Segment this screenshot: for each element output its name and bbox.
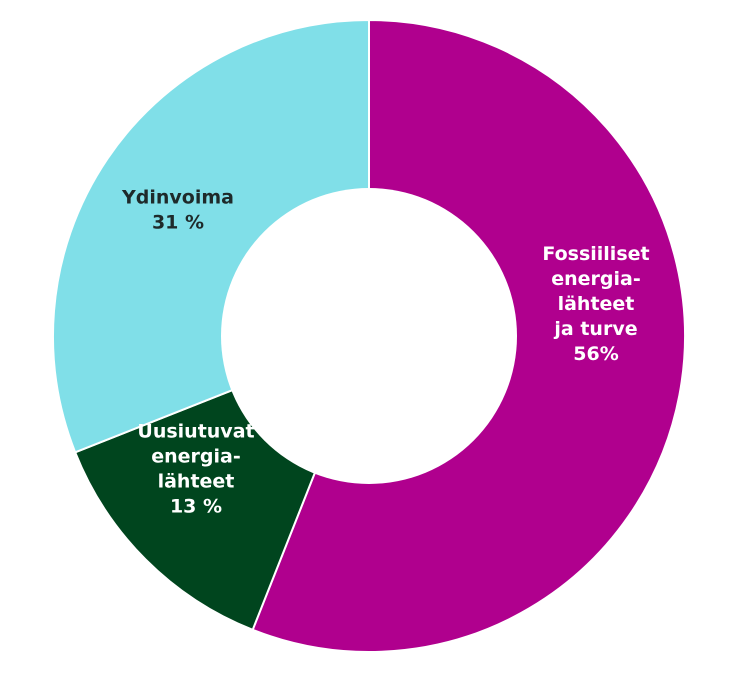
slice-label-2-line-2: energia- (151, 446, 241, 468)
slice-label-1-line-5: 56% (573, 343, 618, 365)
slice-label-1-line-3: lähteet (558, 293, 635, 315)
slice-label-1-line-1: Fossiiliset (542, 243, 649, 265)
donut-hole (221, 188, 517, 484)
slice-label-2-line-3: lähteet (158, 471, 235, 493)
slice-label-2: Uusiutuvat energia-lähteet 13 % (137, 421, 254, 518)
slice-label-1-line-4: ja turve (553, 318, 637, 340)
labels-layer: Fossiiliset energia-lähteet ja turve 56% Uus… (121, 187, 650, 518)
slice-label-3: Ydinvoima 31 % (121, 187, 234, 234)
slice-label-2-line-1: Uusiutuvat (137, 421, 254, 443)
slice-label-3-line-2: 31 % (152, 212, 204, 234)
slice-label-3-line-1: Ydinvoima (121, 187, 234, 209)
slice-label-1: Fossiiliset energia-lähteet ja turve 56% (542, 243, 649, 365)
slice-label-1-line-2: energia- (551, 268, 641, 290)
slice-label-2-line-4: 13 % (170, 496, 222, 518)
